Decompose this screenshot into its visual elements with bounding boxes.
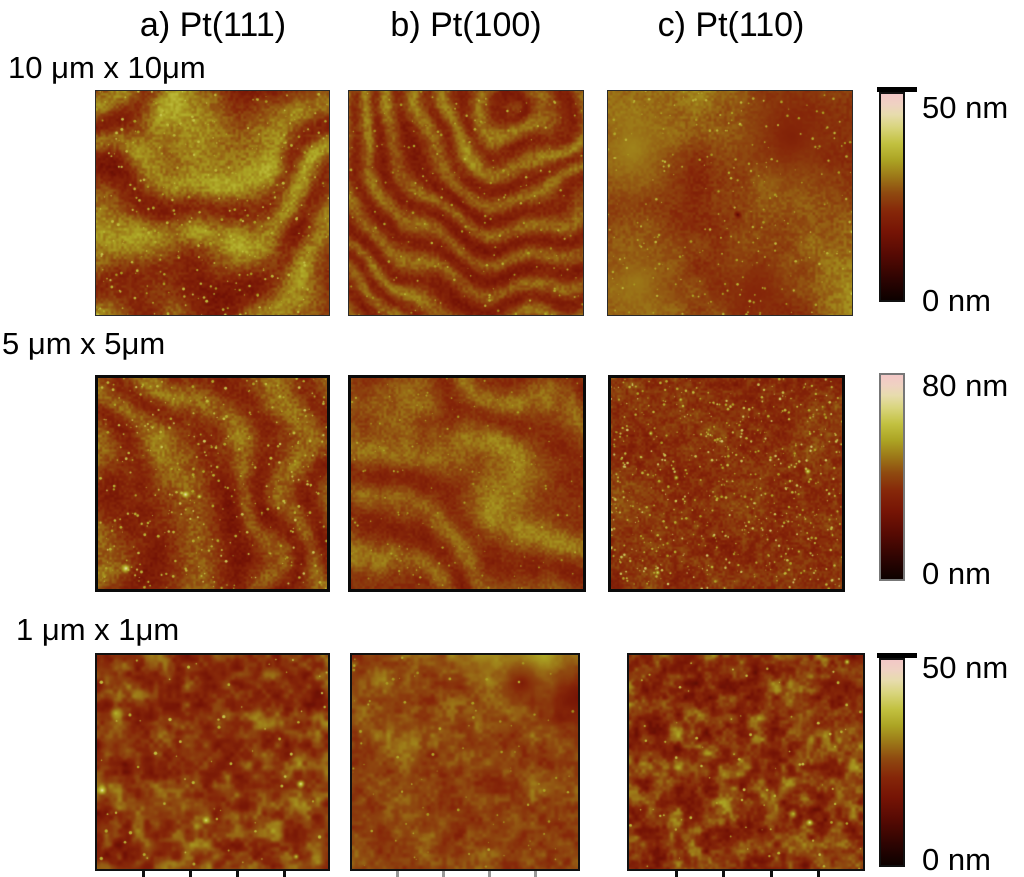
column-header-pt110: c) Pt(110) bbox=[657, 6, 805, 44]
colorbar-top-cap bbox=[877, 87, 917, 92]
colorbar-min-label-1um: 0 nm bbox=[922, 842, 991, 877]
axis-tick bbox=[817, 871, 821, 877]
colorbar-min-label-5um: 0 nm bbox=[922, 556, 991, 591]
afm-image-pt111-5um bbox=[95, 375, 330, 592]
afm-image-pt111-1um bbox=[95, 653, 330, 871]
row-label-10um: 10 μm x 10μm bbox=[8, 50, 206, 85]
afm-image-pt110-10um bbox=[607, 90, 853, 316]
axis-tick bbox=[722, 871, 726, 877]
column-header-pt111: a) Pt(111) bbox=[139, 6, 287, 44]
afm-image-pt100-5um bbox=[348, 375, 586, 592]
row-label-5um: 5 μm x 5μm bbox=[2, 326, 166, 361]
axis-tick bbox=[236, 871, 239, 877]
axis-tick bbox=[769, 871, 773, 877]
colorbar-top-cap bbox=[877, 653, 917, 658]
colorbar-max-label-5um: 80 nm bbox=[922, 368, 1009, 403]
afm-image-pt110-1um bbox=[627, 653, 865, 871]
height-colorbar-1um bbox=[879, 658, 905, 867]
height-colorbar-5um bbox=[879, 373, 905, 581]
afm-image-pt100-10um bbox=[348, 90, 584, 316]
axis-tick bbox=[488, 871, 491, 877]
axis-tick bbox=[283, 871, 286, 877]
colorbar-max-label-1um: 50 nm bbox=[922, 650, 1009, 685]
axis-tick bbox=[189, 871, 192, 877]
afm-image-pt111-10um bbox=[95, 90, 330, 316]
row-label-1um: 1 μm x 1μm bbox=[16, 612, 180, 647]
axis-tick bbox=[674, 871, 678, 877]
column-header-pt100: b) Pt(100) bbox=[390, 6, 542, 44]
colorbar-min-label-10um: 0 nm bbox=[922, 283, 991, 318]
axis-tick bbox=[534, 871, 537, 877]
axis-tick bbox=[396, 871, 399, 877]
afm-image-pt100-1um bbox=[350, 653, 580, 871]
colorbar-max-label-10um: 50 nm bbox=[922, 90, 1009, 125]
height-colorbar-10um bbox=[879, 92, 905, 302]
axis-tick bbox=[142, 871, 145, 877]
axis-tick bbox=[442, 871, 445, 877]
afm-image-pt110-5um bbox=[608, 375, 845, 592]
